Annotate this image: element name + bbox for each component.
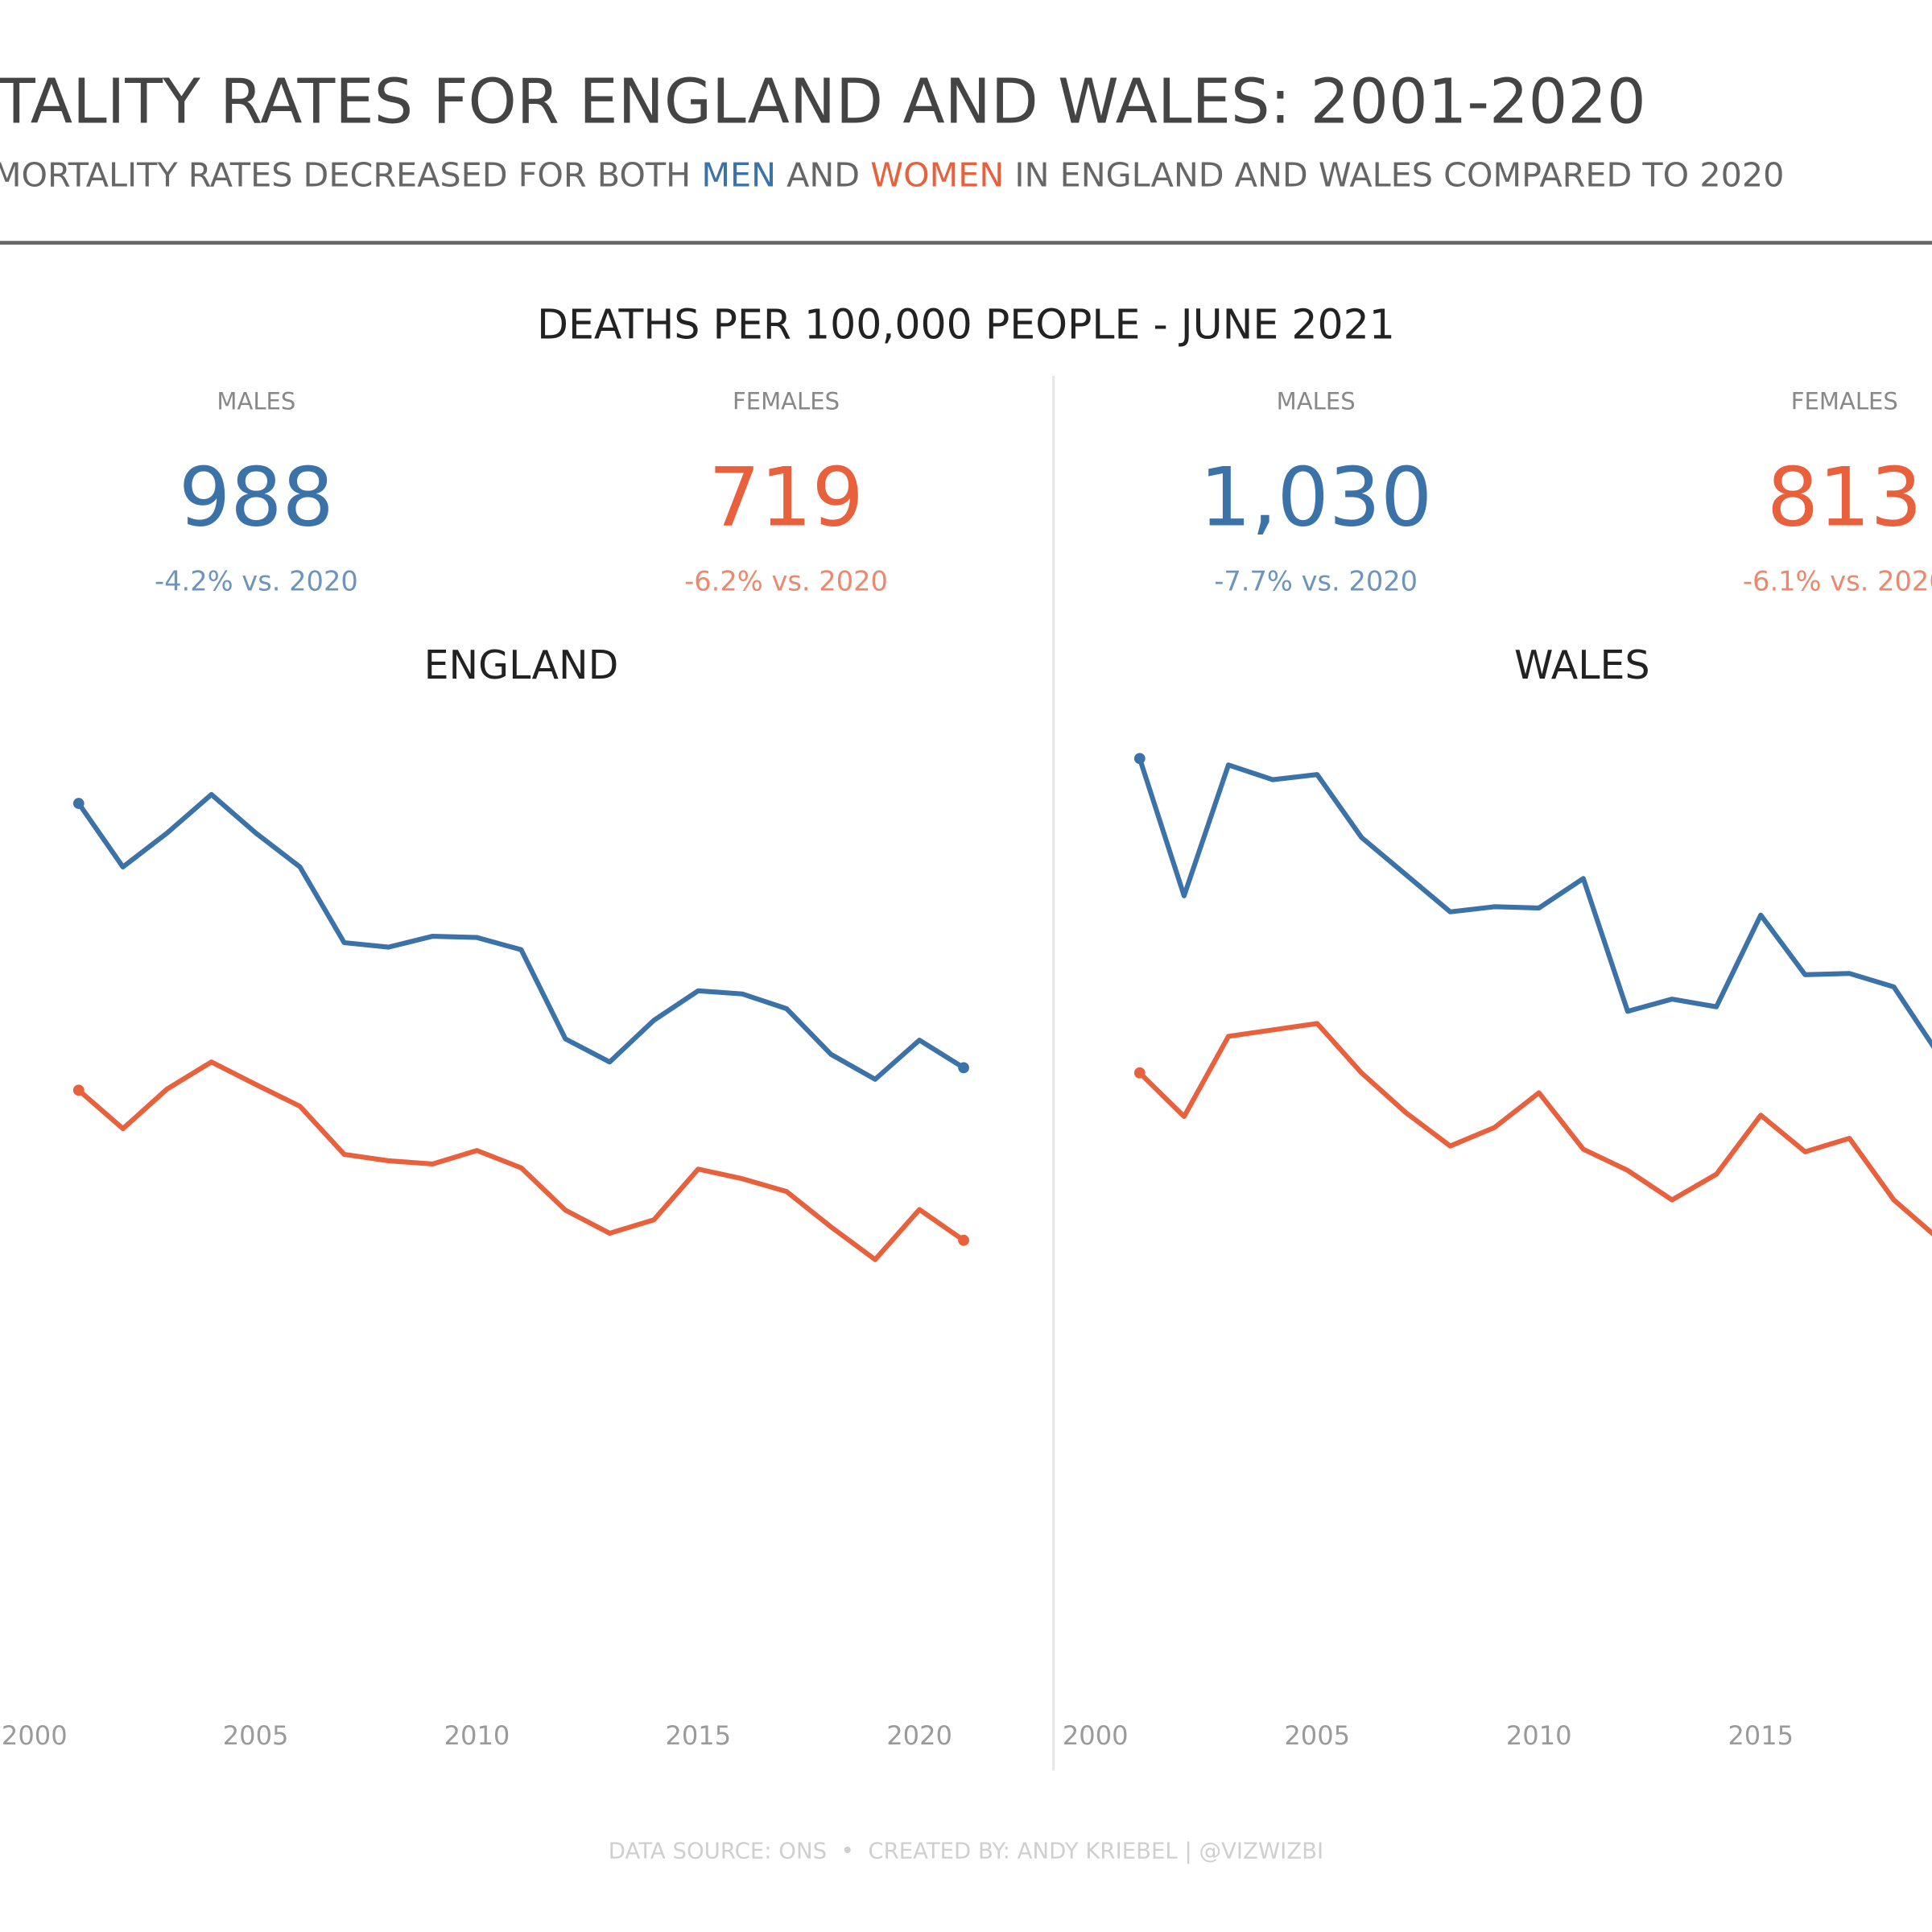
series-line [1137, 758, 1932, 1049]
x-tick-label: 2015 [1728, 1720, 1794, 1751]
footer: DATA SOURCE: ONS • CREATED BY: ANDY KRIE… [609, 1839, 1323, 1864]
kpi-value: 813 [1767, 449, 1922, 544]
subtitle-part: MORTALITY RATES DECREASED FOR BOTH [0, 155, 701, 194]
x-tick-label: 2020 [886, 1720, 952, 1751]
kpi-label: FEMALES [733, 388, 840, 415]
x-tick-label: 2005 [1284, 1720, 1350, 1751]
kpi-change: -6.2% vs. 2020 [684, 565, 888, 597]
chart-title: WALES [1514, 642, 1650, 688]
subtitle-part: WOMEN [870, 155, 1004, 194]
kpi-change: -7.7% vs. 2020 [1214, 565, 1418, 597]
end-point [958, 1062, 969, 1074]
kpi-value: 719 [708, 449, 864, 544]
subtitle-part: AND [776, 155, 870, 194]
series-line [1137, 1021, 1932, 1236]
kpi-change: -4.2% vs. 2020 [155, 565, 358, 597]
x-tick-label: 2000 [2, 1720, 68, 1751]
end-point [1133, 753, 1146, 765]
end-point [1133, 1067, 1146, 1079]
x-tick-label: 2010 [1506, 1720, 1572, 1751]
x-tick-label: 2000 [1063, 1720, 1129, 1751]
dashboard-subtitle: MORTALITY RATES DECREASED FOR BOTH MEN A… [0, 155, 1784, 194]
end-point [958, 1234, 969, 1246]
chart-title: ENGLAND [424, 642, 619, 688]
series-line [76, 791, 965, 1082]
kpi-value: 988 [179, 449, 334, 544]
kpi-change: -6.1% vs. 2020 [1743, 565, 1932, 597]
kpi-label: MALES [1277, 388, 1356, 415]
kpi-label: FEMALES [1791, 388, 1898, 415]
end-point [72, 1084, 85, 1096]
subtitle-part: MEN [701, 155, 776, 194]
subtitle-part: IN ENGLAND AND WALES COMPARED TO 2020 [1004, 155, 1784, 194]
series-line [76, 1059, 965, 1262]
section-title: DEATHS PER 100,000 PEOPLE - JUNE 2021 [537, 301, 1395, 349]
dashboard-title: TALITY RATES FOR ENGLAND AND WALES: 2001… [0, 67, 1646, 138]
x-tick-label: 2010 [444, 1720, 510, 1751]
end-point [72, 798, 85, 809]
kpi-value: 1,030 [1199, 449, 1432, 544]
x-tick-label: 2005 [223, 1720, 289, 1751]
x-tick-label: 2015 [665, 1720, 731, 1751]
kpi-label: MALES [217, 388, 295, 415]
